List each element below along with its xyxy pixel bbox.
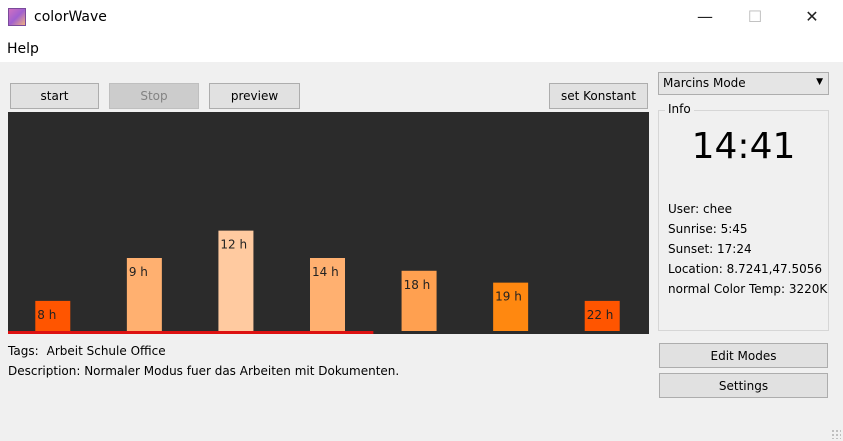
- chart-bar-label-6: 22 h: [587, 308, 614, 322]
- info-user: User: chee: [668, 202, 732, 216]
- minimize-button[interactable]: —: [697, 6, 713, 26]
- chart-bar-3: [310, 258, 345, 331]
- description: Description: Normaler Modus fuer das Arb…: [8, 364, 400, 378]
- edit-modes-button[interactable]: Edit Modes: [659, 343, 828, 368]
- resize-grip[interactable]: [831, 429, 841, 439]
- set-konstant-button[interactable]: set Konstant: [549, 83, 648, 109]
- chart-progress-line: [8, 331, 374, 334]
- chart-bar-4: [401, 270, 437, 331]
- menu-help[interactable]: Help: [7, 41, 39, 57]
- color-temperature-chart: 8 h 9 h 12 h 14 h 18 h 19 h 22 h: [8, 112, 649, 334]
- settings-button[interactable]: Settings: [659, 373, 828, 398]
- chart-bar-label-0: 8 h: [37, 308, 56, 322]
- tags-label: Tags:: [8, 344, 39, 358]
- tags-value: Arbeit Schule Office: [46, 344, 166, 358]
- chart-svg: 8 h 9 h 12 h 14 h 18 h 19 h 22 h: [8, 230, 620, 334]
- mode-select[interactable]: Marcins Mode ▼: [658, 72, 829, 95]
- chevron-down-icon: ▼: [816, 77, 823, 87]
- stop-button: Stop: [109, 83, 199, 109]
- chart-bar-label-2: 12 h: [220, 238, 247, 252]
- chart-bar-label-1: 9 h: [129, 265, 148, 279]
- chart-bar-2: [218, 230, 254, 331]
- close-button[interactable]: ✕: [805, 6, 819, 26]
- chart-bar-label-3: 14 h: [312, 265, 339, 279]
- start-button[interactable]: start: [10, 83, 99, 109]
- window-title: colorWave: [34, 9, 107, 25]
- preview-button[interactable]: preview: [209, 83, 300, 109]
- chart-bar-label-4: 18 h: [404, 278, 431, 292]
- info-location: Location: 8.7241,47.5056: [668, 262, 823, 276]
- title-bar: colorWave — ☐ ✕: [0, 0, 843, 36]
- clock: 14:41: [691, 126, 796, 167]
- tags-line: Tags: Arbeit Schule Office: [8, 344, 166, 358]
- app-icon: [8, 8, 26, 26]
- mode-select-value: Marcins Mode: [663, 76, 746, 90]
- chart-bar-0: [35, 300, 71, 331]
- chart-bar-label-5: 19 h: [495, 290, 522, 304]
- info-title: Info: [665, 102, 694, 116]
- menu-bar: Help: [0, 36, 843, 62]
- chart-bar-5: [493, 282, 529, 331]
- info-group: [658, 110, 829, 331]
- maximize-button[interactable]: ☐: [747, 6, 763, 26]
- info-color-temp: normal Color Temp: 3220K: [668, 282, 828, 296]
- chart-bar-1: [126, 258, 162, 331]
- info-sunset: Sunset: 17:24: [668, 242, 752, 256]
- info-sunrise: Sunrise: 5:45: [668, 222, 748, 236]
- chart-bar-6: [584, 300, 620, 331]
